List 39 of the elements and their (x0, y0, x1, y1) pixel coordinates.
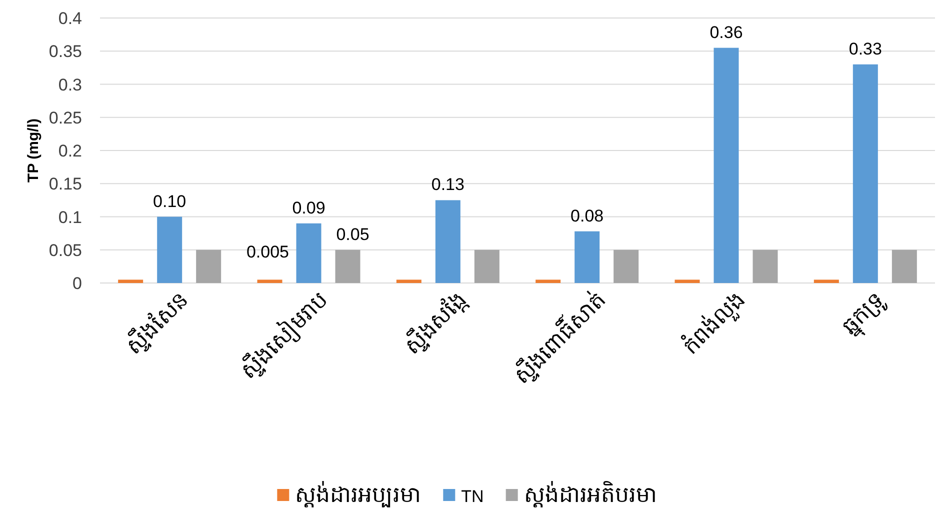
y-tick-label: 0 (72, 274, 82, 293)
y-axis-title: TP (mg/l) (25, 118, 42, 182)
data-label: 0.005 (246, 242, 290, 262)
bar (296, 223, 322, 283)
data-label: 0.10 (153, 192, 186, 211)
data-label: 0.08 (570, 206, 604, 226)
y-tick-label: 0.3 (58, 75, 82, 94)
data-label: 0.05 (336, 224, 370, 244)
y-tick-label: 0.15 (48, 174, 82, 194)
legend-label: TN (461, 487, 484, 506)
bar (157, 216, 182, 283)
bar (614, 250, 639, 283)
legend-label: ស្តង់ដារអតិបរមា (524, 481, 657, 508)
y-tick-label: 0.05 (48, 240, 82, 260)
bar (752, 250, 778, 283)
bar (196, 250, 222, 283)
y-tick-label: 0.1 (58, 208, 82, 227)
bar (814, 280, 839, 283)
y-tick-label: 0.25 (48, 108, 82, 128)
bar (852, 64, 878, 283)
y-tick-label: 0.2 (58, 142, 82, 160)
bar (435, 200, 460, 283)
bar (674, 280, 700, 283)
bar (257, 280, 282, 283)
bar (536, 280, 561, 283)
bar (574, 231, 600, 283)
bar (396, 280, 422, 283)
bar (474, 250, 500, 283)
bar (335, 250, 360, 283)
data-label: 0.09 (292, 198, 326, 218)
bar (714, 48, 739, 283)
bar (892, 250, 917, 283)
data-label: 0.36 (710, 22, 743, 42)
y-tick-label: 0.35 (48, 42, 82, 62)
bar (118, 280, 144, 283)
data-label: 0.33 (848, 39, 882, 58)
data-label: 0.13 (431, 175, 464, 194)
legend-label: ស្តង់ដារអប្បរមា (295, 481, 422, 508)
y-tick-label: 0.4 (58, 9, 82, 28)
